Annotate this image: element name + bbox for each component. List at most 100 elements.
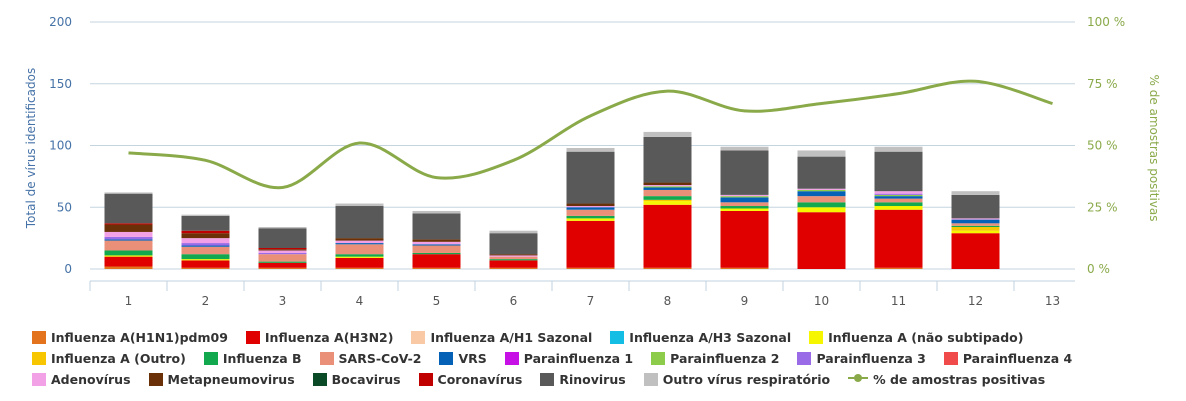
- bar-segment: [720, 150, 769, 195]
- y2-axis-title: % de amostras positivas: [1147, 74, 1161, 221]
- legend-item[interactable]: Parainfluenza 3: [797, 351, 926, 366]
- bar-segment: [566, 207, 615, 210]
- bar-segment: [951, 230, 1000, 234]
- bar-segment: [104, 224, 153, 232]
- legend-label: Influenza B: [222, 351, 302, 366]
- bar-segment: [797, 188, 846, 190]
- legend-item[interactable]: Influenza A(H1N1)pdm09: [32, 330, 228, 345]
- x-tick-label: 12: [968, 294, 983, 308]
- legend-swatch: [848, 372, 869, 387]
- legend-swatch: [504, 352, 519, 365]
- bar-segment: [489, 260, 538, 268]
- legend-item[interactable]: Influenza A(H3N2): [245, 330, 393, 345]
- y2-tick-label: 100 %: [1087, 15, 1125, 29]
- bar-segment: [643, 199, 692, 202]
- legend-item[interactable]: Influenza A/H3 Sazonal: [610, 330, 791, 345]
- bar-segment: [335, 256, 384, 258]
- bar-segment: [566, 220, 615, 268]
- legend-label: Parainfluenza 4: [962, 351, 1073, 366]
- legend-item[interactable]: Coronavírus: [418, 372, 522, 387]
- bar-segment: [412, 239, 461, 242]
- bar-segment: [104, 250, 153, 256]
- x-tick-label: 4: [356, 294, 364, 308]
- legend-swatch: [418, 373, 433, 386]
- bar-segment: [489, 254, 538, 256]
- bar-segment: [412, 241, 461, 245]
- legend-swatch: [809, 331, 824, 344]
- bar-segment: [566, 147, 615, 152]
- legend-item[interactable]: Parainfluenza 1: [504, 351, 634, 366]
- bar-segment: [104, 236, 153, 240]
- bar-segment: [797, 196, 846, 203]
- bar-segment: [335, 240, 384, 244]
- legend-item[interactable]: % de amostras positivas: [848, 372, 1045, 387]
- bar-segment: [335, 206, 384, 239]
- bar-segment: [181, 254, 230, 260]
- bar-segment: [335, 243, 384, 245]
- bar-segment: [874, 146, 923, 152]
- bar-segment: [181, 214, 230, 216]
- x-tick-label: 13: [1045, 294, 1060, 308]
- legend-item[interactable]: Bocavirus: [312, 372, 401, 387]
- y-tick-label: 50: [57, 200, 72, 214]
- legend-item[interactable]: Influenza A (não subtipado): [809, 330, 1023, 345]
- bar-segment: [181, 215, 230, 231]
- legend-row: Influenza A (Outro) Influenza B SARS-CoV-2…: [32, 351, 1072, 366]
- legend-label: Parainfluenza 1: [523, 351, 634, 366]
- bar-segment: [181, 238, 230, 244]
- bar-segment: [489, 267, 538, 269]
- legend-label: Metapneumovirus: [167, 372, 295, 387]
- bar-segment: [335, 244, 384, 255]
- legend-line: [848, 374, 869, 382]
- legend-swatch: [610, 331, 625, 344]
- bar-segment: [104, 240, 153, 251]
- bar-segment: [643, 136, 692, 183]
- bar-segment: [566, 218, 615, 221]
- bar-segment: [951, 225, 1000, 228]
- legend-item[interactable]: Influenza B: [203, 351, 302, 366]
- bar-segment: [720, 210, 769, 268]
- bar-segment: [335, 267, 384, 269]
- bar-segment: [874, 206, 923, 210]
- bar-segment: [335, 254, 384, 257]
- x-tick-label: 1: [125, 294, 133, 308]
- legend-item[interactable]: Rinovirus: [540, 372, 626, 387]
- bar-segment: [258, 252, 307, 255]
- legend-item[interactable]: Outro vírus respiratório: [643, 372, 830, 387]
- bar-segment: [104, 239, 153, 241]
- bar-segment: [412, 254, 461, 268]
- bar-segment: [874, 191, 923, 194]
- legend-swatch: [540, 373, 555, 386]
- bar-segment: [566, 267, 615, 269]
- legend-item[interactable]: SARS-CoV-2: [319, 351, 421, 366]
- bar-segment: [181, 259, 230, 261]
- bar-segment: [797, 212, 846, 269]
- bar-segment: [951, 223, 1000, 226]
- x-tick-label: 9: [741, 294, 749, 308]
- bar-segment: [104, 223, 153, 225]
- legend-swatch: [439, 352, 454, 365]
- bar-segment: [951, 194, 1000, 219]
- legend-item[interactable]: Parainfluenza 4: [943, 351, 1073, 366]
- legend-item[interactable]: Parainfluenza 2: [651, 351, 779, 366]
- legend-label: Influenza A (Outro): [51, 351, 186, 366]
- legend-item[interactable]: VRS: [439, 351, 487, 366]
- legend-label: Parainfluenza 3: [816, 351, 926, 366]
- bar-segment: [258, 261, 307, 263]
- bar-segment: [874, 194, 923, 197]
- bar-segment: [181, 233, 230, 239]
- bar-segment: [720, 267, 769, 269]
- legend-swatch: [643, 373, 658, 386]
- legend-item[interactable]: Adenovírus: [32, 372, 131, 387]
- legend-item[interactable]: Metapneumovirus: [148, 372, 295, 387]
- bar-segment: [951, 227, 1000, 231]
- bar-segment: [181, 246, 230, 255]
- x-tick-label: 8: [664, 294, 672, 308]
- bar-segment: [489, 230, 538, 234]
- y-tick-label: 100: [49, 139, 72, 153]
- legend-item[interactable]: Influenza A/H1 Sazonal: [411, 330, 592, 345]
- legend-item[interactable]: Influenza A (Outro): [32, 351, 186, 366]
- bar-segment: [720, 194, 769, 197]
- legend-label: Adenovírus: [51, 372, 131, 387]
- bar-segment: [258, 249, 307, 251]
